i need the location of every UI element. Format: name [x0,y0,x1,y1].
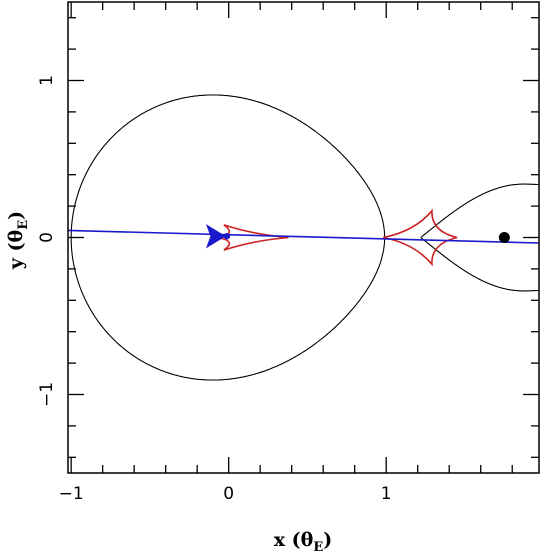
source-dot [223,233,231,240]
lens-mass-marker [498,232,510,243]
y-tick-label: −1 [37,382,57,407]
critical-curve-secondary-upper [420,183,540,238]
axis-ticks [68,2,539,473]
y-axis-label: y (θE) [5,211,31,270]
x-tick-label: 1 [381,484,392,504]
y-tick-label: 0 [37,232,57,243]
y-tick-label: 1 [37,75,57,86]
x-tick-label: 0 [223,484,234,504]
axis-tick-labels: −1 0 1 −1 0 1 [37,75,392,504]
source-direction-arrow [205,224,226,249]
critical-curve-secondary-lower [420,237,540,292]
plot-curves [67,94,540,381]
x-tick-label: −1 [59,484,84,504]
caustic-0 [215,224,289,251]
x-axis-label: x (θE) [274,529,333,555]
source-trajectory [67,229,540,244]
caustic-1 [382,208,458,267]
